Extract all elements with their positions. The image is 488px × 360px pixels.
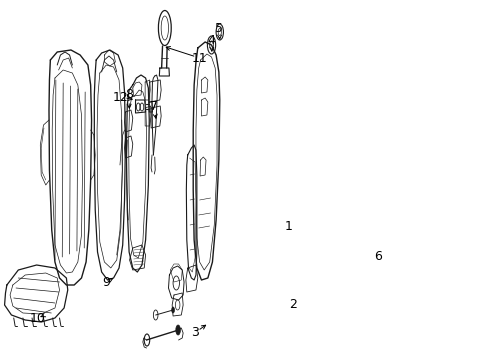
Text: 8: 8 — [124, 87, 132, 100]
Text: 6: 6 — [373, 251, 381, 264]
Text: 7: 7 — [149, 99, 158, 113]
Text: 9: 9 — [102, 275, 110, 288]
Text: 1: 1 — [284, 220, 292, 233]
Text: 4: 4 — [207, 33, 215, 46]
Text: 10: 10 — [30, 311, 46, 324]
Text: 12: 12 — [113, 90, 128, 104]
Text: 5: 5 — [215, 22, 223, 35]
Circle shape — [176, 325, 180, 335]
Text: 3: 3 — [190, 327, 198, 339]
Text: 11: 11 — [191, 51, 207, 64]
Circle shape — [171, 307, 174, 313]
Text: 2: 2 — [288, 298, 296, 311]
